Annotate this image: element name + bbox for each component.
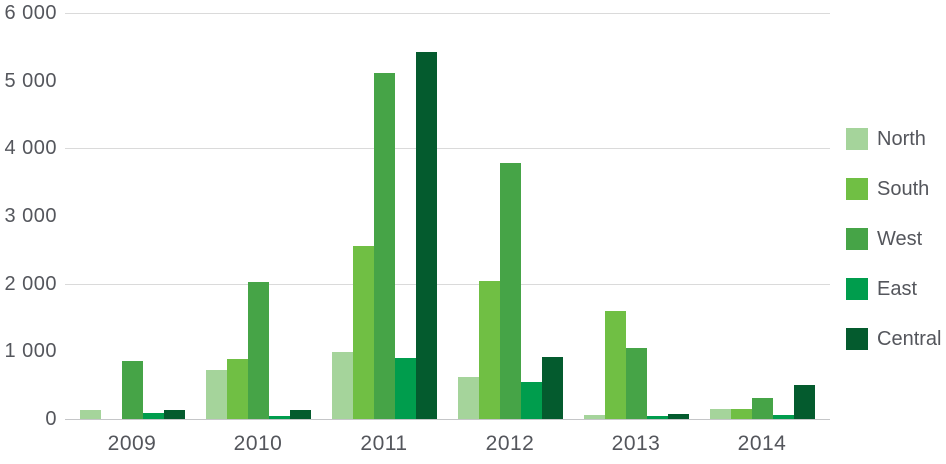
bar-north-2012 (457, 377, 479, 419)
legend-label: North (877, 128, 926, 150)
legend-label: East (877, 278, 918, 300)
bar-west-2012 (499, 162, 521, 419)
bar-east-2009 (142, 412, 164, 419)
x-axis-label-2012: 2012 (485, 432, 535, 455)
x-axis-label-2014: 2014 (737, 432, 787, 455)
bar-south-2013 (604, 310, 626, 419)
bar-central-2009 (163, 409, 185, 419)
bar-central-2010 (289, 410, 311, 419)
bar-west-2013 (625, 348, 647, 419)
legend-label: West (877, 228, 923, 250)
bar-west-2010 (247, 281, 269, 419)
bar-south-2010 (226, 358, 248, 419)
bar-west-2011 (373, 72, 395, 419)
bar-south-2014 (730, 408, 752, 419)
legend-label: South (877, 178, 930, 200)
legend-swatch (846, 228, 868, 250)
bar-north-2011 (331, 352, 353, 419)
y-axis-tick-5000: 5 000 (4, 70, 57, 92)
bar-west-2009 (121, 360, 143, 419)
x-axis-label-2009: 2009 (107, 432, 157, 455)
bar-east-2011 (394, 358, 416, 419)
legend-label: Central (877, 328, 942, 350)
bar-south-2011 (352, 245, 374, 419)
bar-central-2013 (667, 414, 689, 419)
y-axis-tick-0: 0 (45, 408, 57, 430)
legend-swatch (846, 328, 868, 350)
y-axis-tick-3000: 3 000 (4, 205, 57, 227)
bar-east-2010 (268, 416, 290, 419)
y-axis-tick-2000: 2 000 (4, 273, 57, 295)
gridline-4000 (65, 148, 830, 149)
legend-swatch (846, 178, 868, 200)
bar-north-2013 (583, 414, 605, 419)
plot-area (65, 13, 830, 420)
bar-north-2014 (709, 408, 731, 419)
bar-north-2009 (79, 409, 101, 419)
y-axis-tick-4000: 4 000 (4, 137, 57, 159)
x-axis-label-2011: 2011 (360, 432, 408, 455)
legend-swatch (846, 278, 868, 300)
gridline-2000 (65, 284, 830, 285)
y-axis-tick-6000: 6 000 (4, 2, 57, 24)
bar-west-2014 (751, 398, 773, 419)
y-axis-tick-1000: 1 000 (4, 340, 57, 362)
bar-east-2014 (772, 414, 794, 419)
x-axis-label-2010: 2010 (233, 432, 283, 455)
bar-east-2012 (520, 381, 542, 419)
bar-east-2013 (646, 415, 668, 419)
bar-central-2012 (541, 356, 563, 419)
bar-north-2010 (205, 369, 227, 419)
legend-swatch (846, 128, 868, 150)
bar-central-2011 (415, 52, 437, 419)
gridline-6000 (65, 13, 830, 14)
bar-central-2014 (793, 385, 815, 419)
bar-south-2012 (478, 281, 500, 419)
x-axis-label-2013: 2013 (611, 432, 661, 455)
